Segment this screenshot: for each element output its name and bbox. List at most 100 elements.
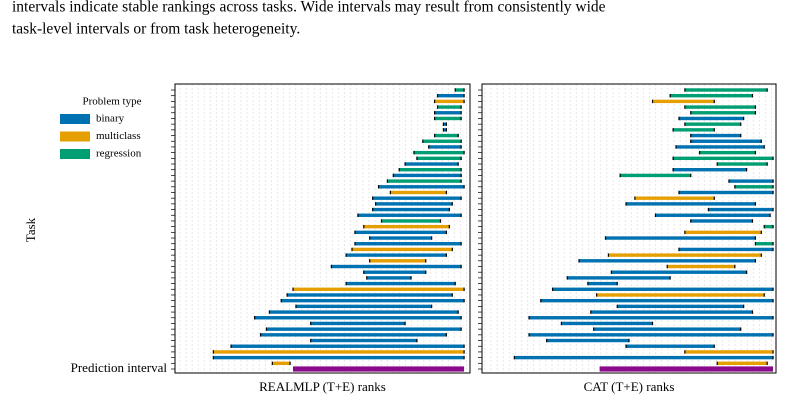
y-axis-label: Task	[23, 217, 38, 242]
interval-bar	[266, 327, 462, 331]
interval-bar	[287, 293, 453, 297]
legend-title: Problem type	[83, 96, 142, 108]
interval-bar	[684, 122, 741, 126]
interval-bar	[540, 298, 774, 303]
interval-bar	[281, 298, 465, 303]
x-axis-label: CAT (T+E) ranks	[584, 379, 675, 394]
interval-bar	[690, 139, 762, 143]
interval-bar	[690, 111, 756, 115]
interval-bar	[387, 179, 462, 183]
interval-bar	[587, 281, 618, 286]
prediction-interval-label: Prediction interval	[71, 360, 168, 375]
interval-bar	[626, 202, 756, 206]
interval-bar	[579, 259, 756, 263]
interval-bar	[357, 213, 462, 217]
interval-bar	[617, 304, 744, 309]
interval-bar	[346, 281, 456, 286]
interval-bar	[620, 173, 691, 178]
interval-bar	[717, 361, 768, 366]
interval-bar	[416, 156, 462, 161]
interval-bar	[684, 105, 756, 109]
interval-bar	[413, 150, 465, 155]
interval-bar	[764, 224, 774, 229]
interval-bar	[634, 196, 715, 200]
interval-bar	[213, 355, 465, 360]
interval-bar	[437, 105, 462, 109]
interval-bar	[673, 168, 747, 172]
interval-bar	[437, 93, 465, 98]
prediction-interval	[599, 366, 774, 372]
legend-label: binary	[96, 113, 125, 125]
legend-swatch	[60, 149, 90, 159]
interval-bar	[690, 219, 753, 223]
interval-bar	[443, 122, 447, 126]
interval-bar	[369, 236, 432, 240]
interval-bar	[372, 207, 450, 212]
interval-bar	[363, 224, 450, 229]
interval-bar	[608, 253, 762, 257]
interval-bar	[684, 230, 762, 235]
panel-frame	[481, 83, 777, 374]
interval-bar	[667, 264, 735, 269]
caption-line: intervals indicate stable rankings acros…	[12, 0, 606, 16]
interval-bar	[434, 111, 462, 115]
interval-bar	[434, 99, 465, 104]
interval-bar	[443, 128, 447, 132]
interval-bar	[684, 88, 768, 92]
interval-bar	[678, 116, 744, 121]
interval-bar	[434, 116, 462, 121]
interval-bar	[717, 162, 768, 166]
interval-bar	[728, 179, 774, 183]
interval-bar	[690, 133, 741, 138]
interval-bar	[295, 304, 432, 309]
interval-bar	[590, 310, 753, 314]
interval-bar	[605, 236, 756, 240]
interval-bar	[676, 145, 765, 149]
interval-bar	[455, 88, 465, 92]
interval-bar	[626, 344, 715, 348]
legend-swatch	[60, 131, 90, 142]
interval-bar	[378, 185, 465, 189]
interval-bar	[673, 156, 774, 161]
interval-bar	[272, 361, 291, 366]
interval-bar	[673, 128, 715, 132]
interval-bar	[708, 207, 774, 212]
interval-bar	[514, 355, 774, 360]
interval-bar	[422, 139, 462, 143]
interval-bar	[561, 321, 653, 326]
interval-bar	[369, 259, 426, 263]
interval-bar	[652, 99, 715, 104]
interval-bar	[755, 242, 774, 246]
x-axis-label: REALMLP (T+E) ranks	[259, 379, 386, 394]
legend-label: multiclass	[96, 130, 141, 142]
interval-bar	[354, 242, 462, 246]
interval-bar	[393, 173, 462, 178]
interval-bar	[390, 190, 447, 195]
interval-bar	[331, 264, 462, 269]
interval-bar	[363, 270, 426, 274]
interval-bar	[366, 276, 411, 280]
legend-swatch	[60, 114, 90, 124]
interval-bar	[405, 162, 459, 166]
prediction-interval	[293, 366, 465, 372]
interval-bar	[375, 202, 453, 206]
interval-bar	[596, 293, 765, 297]
interval-bar	[655, 213, 771, 217]
panel-frame	[174, 83, 471, 374]
interval-bar	[372, 196, 462, 200]
interval-bar	[428, 145, 462, 149]
caption-line: task-level intervals or from task hetero…	[12, 21, 300, 38]
interval-bar	[399, 168, 462, 172]
interval-bar	[260, 333, 447, 337]
interval-bar	[546, 338, 629, 343]
interval-bar	[352, 247, 453, 252]
interval-bar	[231, 344, 465, 348]
interval-bar	[611, 270, 747, 274]
interval-bar	[699, 150, 756, 155]
interval-bar	[310, 338, 417, 343]
legend-label: regression	[96, 148, 142, 160]
interval-bar	[346, 253, 447, 257]
interval-bar	[354, 230, 447, 235]
